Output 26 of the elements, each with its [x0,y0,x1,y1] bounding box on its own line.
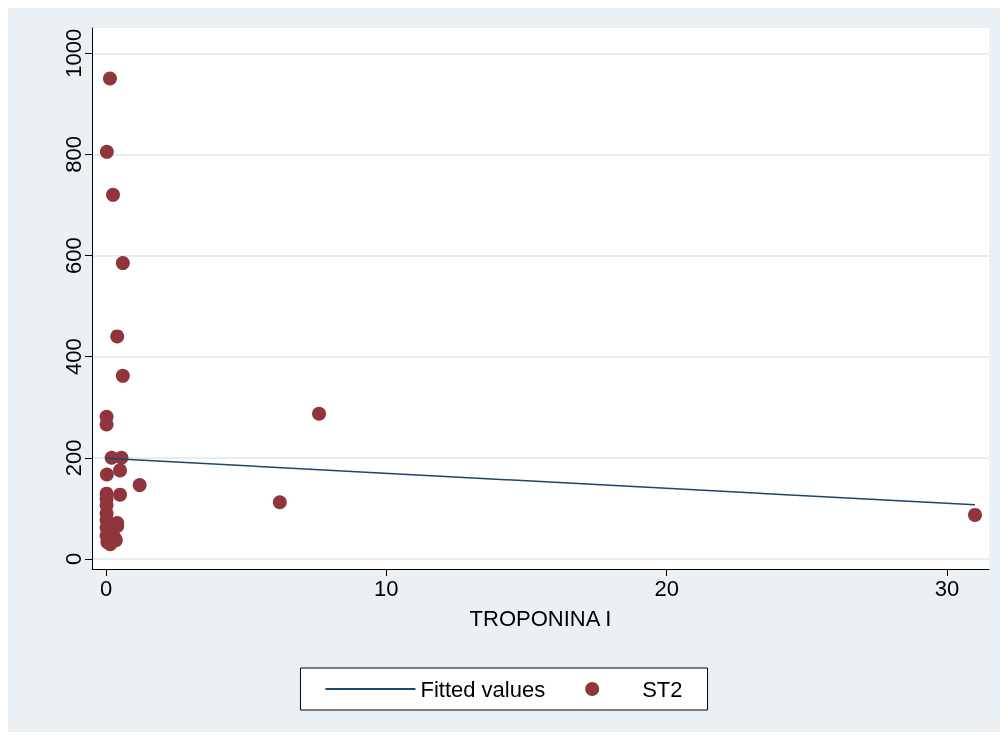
y-tick-label: 0 [60,552,86,566]
legend-label: Fitted values [420,676,546,702]
x-axis-title: TROPONINA I [469,605,612,631]
y-tick-label: 400 [60,338,86,375]
point [968,507,982,522]
y-tick-label: 200 [60,439,86,477]
point [99,144,114,159]
point [132,478,147,493]
point [312,406,327,421]
y-tick-label: 600 [60,237,86,274]
y-tick-label: 800 [60,136,86,173]
point [115,368,130,383]
point [110,329,125,344]
x-tick-label: 20 [654,575,679,601]
x-tick-label: 10 [374,575,399,601]
legend-label: ST2 [642,676,683,702]
x-tick-label: 0 [99,575,113,601]
y-tick-label: 1000 [60,28,86,78]
point [115,256,130,271]
point [99,467,114,482]
point [272,495,287,510]
point [106,187,121,202]
x-tick-label: 30 [934,575,960,601]
point [113,463,128,478]
point [102,71,117,86]
point [113,487,128,502]
